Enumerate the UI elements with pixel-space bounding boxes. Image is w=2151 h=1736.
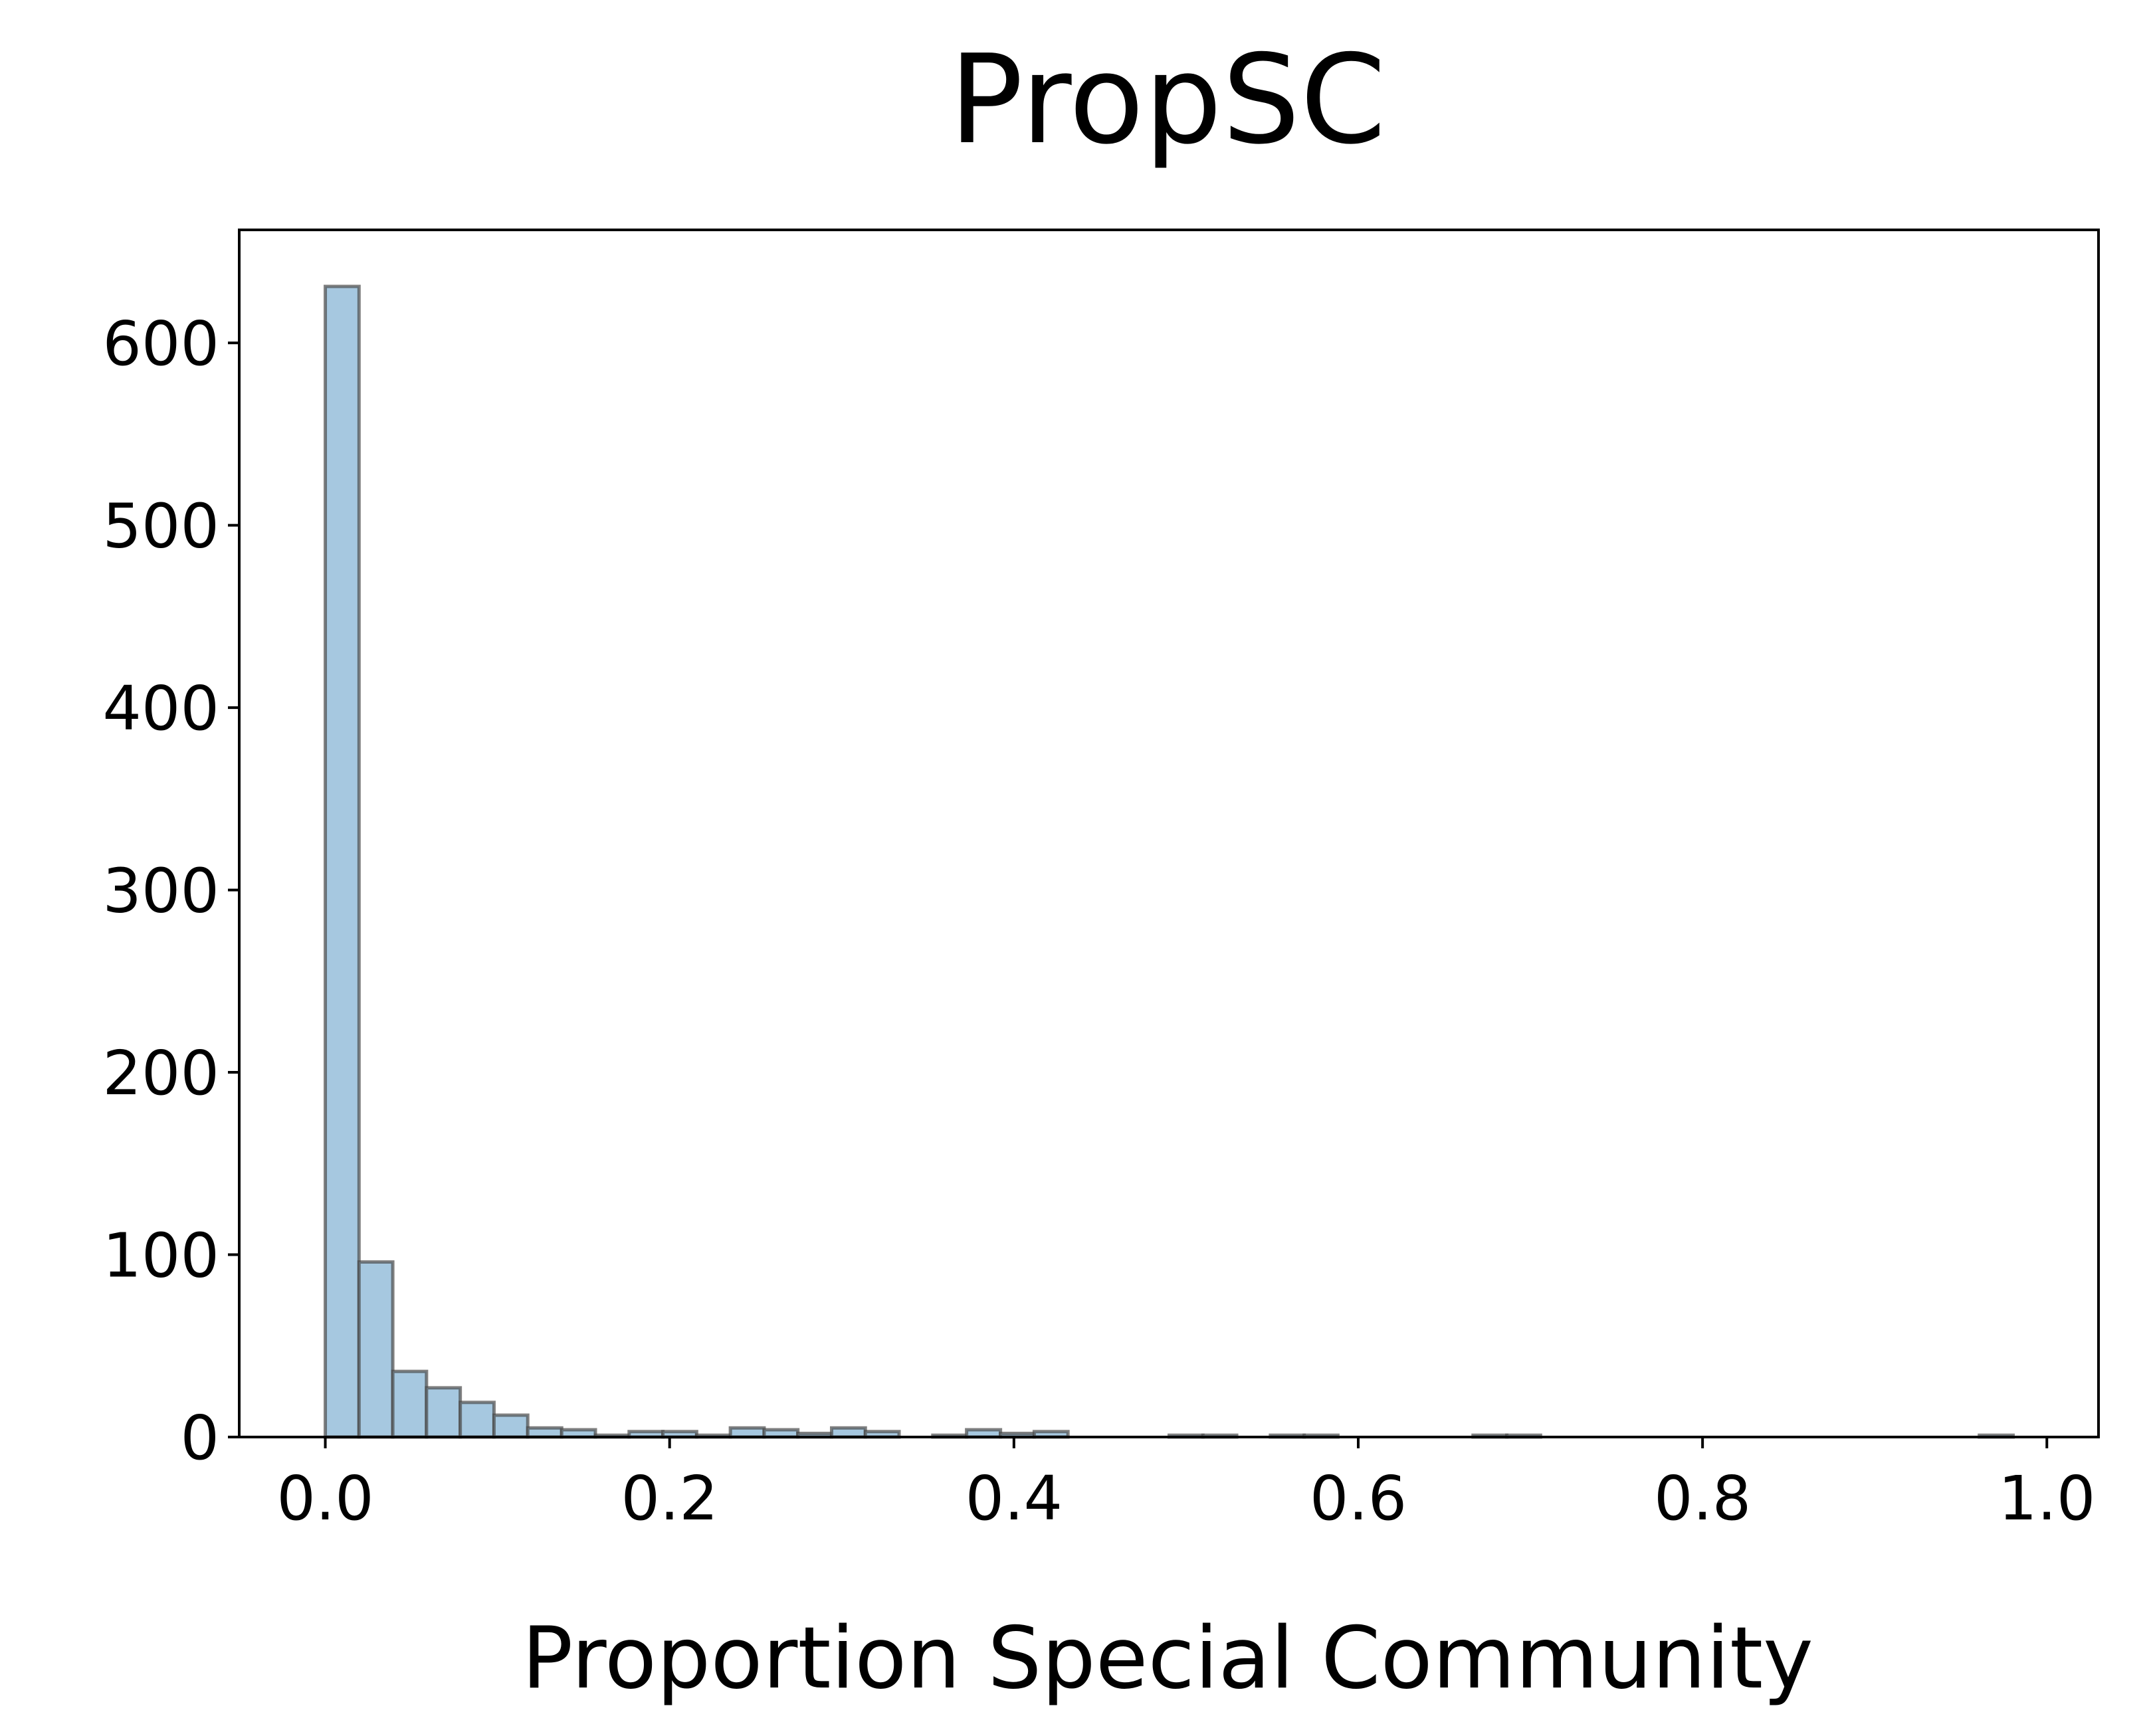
chart-title: PropSC [949,28,1386,171]
x-tick-label: 0.2 [621,1463,718,1534]
y-tick-label: 500 [102,491,219,562]
x-tick-label: 0.8 [1654,1463,1751,1534]
x-tick-label: 0.0 [276,1463,373,1534]
y-axis-ticks: 0 100 200 300 400 500 600 [102,308,239,1474]
histogram-bar [526,1426,563,1439]
y-tick-label: 0 [180,1402,219,1474]
x-tick-label: 1.0 [1998,1463,2095,1534]
x-tick-label: 0.4 [966,1463,1063,1534]
histogram-bar [425,1386,462,1439]
bars-layer [324,284,2015,1439]
x-axis-ticks: 0.0 0.2 0.4 0.6 0.8 1.0 [276,1437,2095,1534]
histogram-bar [324,284,361,1439]
histogram-bar [357,1260,395,1439]
y-tick-label: 100 [102,1220,219,1292]
y-tick-label: 300 [102,856,219,927]
y-tick-label: 200 [102,1038,219,1109]
histogram-bar [492,1413,530,1439]
x-axis-title: Proportion Special Community [522,1609,1813,1708]
y-tick-label: 600 [102,308,219,379]
histogram-bar [459,1400,496,1439]
histogram-bar [829,1426,867,1439]
histogram-bar [728,1426,766,1439]
x-tick-label: 0.6 [1310,1463,1407,1534]
plot-frame [238,229,2100,1438]
histogram-bar [391,1369,429,1439]
y-tick-label: 400 [102,673,219,744]
